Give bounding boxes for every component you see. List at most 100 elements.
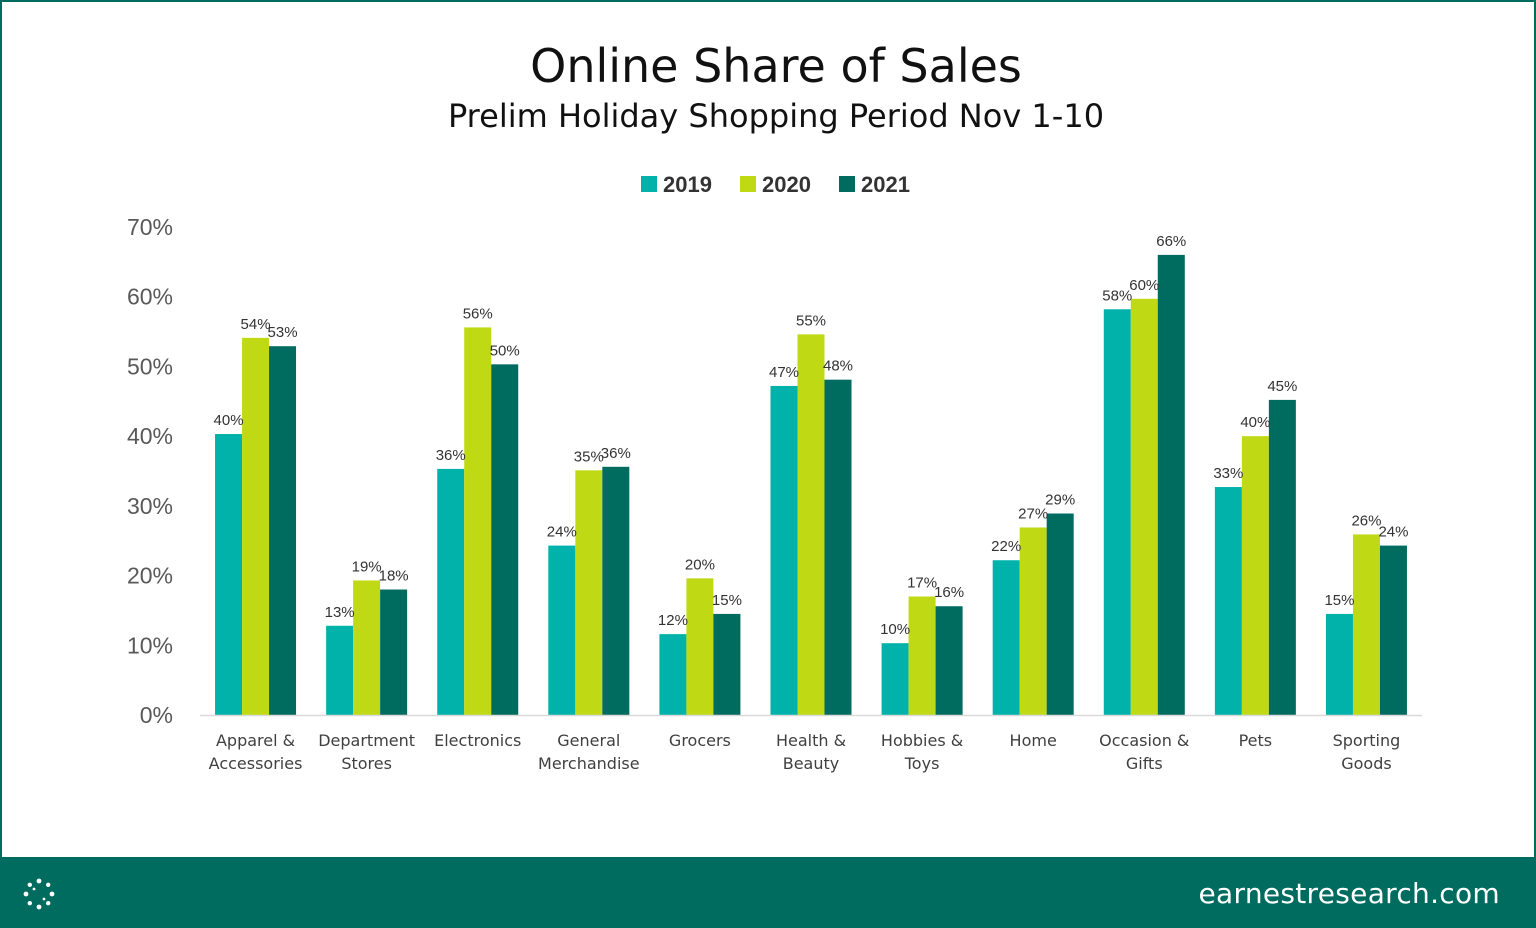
bar-2019 xyxy=(770,385,798,715)
x-tick-label: Goods xyxy=(1341,754,1391,773)
bar-2021 xyxy=(1268,399,1296,715)
bar-2019 xyxy=(326,625,354,715)
bar-2020 xyxy=(797,334,825,715)
bar-2020 xyxy=(1019,527,1047,715)
bar-2021 xyxy=(269,346,297,715)
bar-2019 xyxy=(548,545,576,715)
data-label: 48% xyxy=(823,358,853,375)
bar-2019 xyxy=(215,434,243,715)
data-label: 33% xyxy=(1213,465,1243,482)
bar-2021 xyxy=(602,466,630,715)
data-label: 17% xyxy=(907,574,937,591)
chart-subtitle: Prelim Holiday Shopping Period Nov 1-10 xyxy=(448,97,1104,135)
x-tick-label: Department xyxy=(318,731,415,750)
y-tick-label: 60% xyxy=(127,284,173,310)
data-label: 58% xyxy=(1102,287,1132,304)
legend-swatch-2021 xyxy=(839,176,855,192)
data-label: 12% xyxy=(658,612,688,629)
y-axis: 0% 10% 20% 30% 40% 50% 60% 70% xyxy=(127,214,173,728)
x-tick-label: Electronics xyxy=(434,731,521,750)
x-tick-label: Grocers xyxy=(669,731,731,750)
bar-2019 xyxy=(1214,487,1242,715)
footer: earnestresearch.com xyxy=(0,857,1536,928)
earnest-logo-icon xyxy=(23,878,55,910)
data-label: 20% xyxy=(685,556,715,573)
data-label: 40% xyxy=(1240,414,1270,431)
legend-label-2021: 2021 xyxy=(861,172,910,197)
footer-url[interactable]: earnestresearch.com xyxy=(1198,877,1500,910)
bar-2020 xyxy=(242,337,270,715)
data-label: 22% xyxy=(991,538,1021,555)
chart: Online Share of Sales Prelim Holiday Sho… xyxy=(127,39,1422,773)
data-label: 45% xyxy=(1267,378,1297,395)
bar-2020 xyxy=(1130,298,1158,715)
bar-2021 xyxy=(1046,513,1074,715)
legend-label-2019: 2019 xyxy=(663,172,712,197)
data-label: 24% xyxy=(1378,524,1408,541)
legend-swatch-2019 xyxy=(641,176,657,192)
bar-2021 xyxy=(1379,545,1407,715)
data-label: 27% xyxy=(1018,505,1048,522)
data-label: 36% xyxy=(601,445,631,462)
bar-2021 xyxy=(713,613,741,715)
data-labels: 40%54%53%13%19%18%36%56%50%24%35%36%12%2… xyxy=(214,233,1409,638)
bar-2020 xyxy=(575,470,603,715)
y-tick-label: 70% xyxy=(127,214,173,240)
bar-2019 xyxy=(659,634,687,715)
x-tick-label: Health & xyxy=(776,731,846,750)
data-label: 66% xyxy=(1156,233,1186,250)
data-label: 54% xyxy=(241,316,271,333)
data-label: 35% xyxy=(574,448,604,465)
y-tick-label: 20% xyxy=(127,563,173,589)
bar-2020 xyxy=(1352,534,1380,715)
data-label: 50% xyxy=(490,342,520,359)
legend-swatch-2020 xyxy=(740,176,756,192)
bar-2021 xyxy=(491,364,519,715)
data-label: 15% xyxy=(1324,592,1354,609)
x-tick-label: Toys xyxy=(904,754,940,773)
x-tick-label: Beauty xyxy=(783,754,840,773)
data-label: 13% xyxy=(325,604,355,621)
bar-2020 xyxy=(686,578,714,715)
x-tick-label: Merchandise xyxy=(538,754,640,773)
data-label: 24% xyxy=(547,524,577,541)
data-label: 55% xyxy=(796,312,826,329)
bar-2019 xyxy=(881,643,909,715)
bar-2019 xyxy=(437,468,465,715)
data-label: 29% xyxy=(1045,492,1075,509)
bar-2019 xyxy=(992,560,1020,715)
legend-label-2020: 2020 xyxy=(762,172,811,197)
y-tick-label: 30% xyxy=(127,493,173,519)
data-label: 15% xyxy=(712,592,742,609)
legend: 2019 2020 2021 xyxy=(641,172,910,197)
data-label: 19% xyxy=(352,558,382,575)
x-tick-label: Pets xyxy=(1239,731,1273,750)
x-axis: Apparel & Accessories Department Stores Elec… xyxy=(200,714,1422,773)
bar-2020 xyxy=(1241,436,1269,715)
data-label: 18% xyxy=(379,568,409,585)
bars xyxy=(215,254,1407,715)
bar-2021 xyxy=(824,379,852,715)
y-tick-label: 0% xyxy=(140,702,173,728)
bar-2021 xyxy=(935,606,963,715)
bar-2021 xyxy=(380,589,408,715)
x-tick-label: Hobbies & xyxy=(881,731,963,750)
x-tick-label: General xyxy=(557,731,620,750)
bar-2021 xyxy=(1157,254,1185,715)
data-label: 47% xyxy=(769,364,799,381)
bar-2020 xyxy=(353,580,381,715)
x-tick-label: Home xyxy=(1010,731,1057,750)
x-tick-label: Gifts xyxy=(1126,754,1163,773)
y-tick-label: 10% xyxy=(127,632,173,658)
data-label: 60% xyxy=(1129,277,1159,294)
data-label: 53% xyxy=(268,324,298,341)
data-label: 56% xyxy=(463,305,493,322)
y-tick-label: 50% xyxy=(127,353,173,379)
bar-2020 xyxy=(908,596,936,715)
data-label: 16% xyxy=(934,584,964,601)
data-label: 26% xyxy=(1351,512,1381,529)
data-label: 36% xyxy=(436,447,466,464)
x-tick-label: Accessories xyxy=(209,754,303,773)
x-tick-label: Stores xyxy=(341,754,392,773)
bar-2020 xyxy=(464,327,492,715)
